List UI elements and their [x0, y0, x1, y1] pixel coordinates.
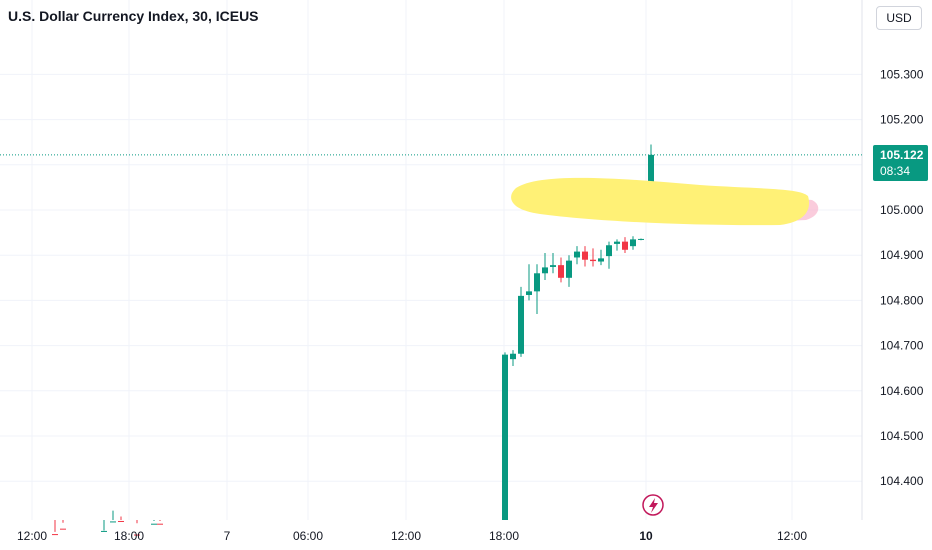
candle-body [590, 259, 596, 262]
x-tick-label: 12:00 [777, 529, 807, 543]
y-tick-label: 104.900 [880, 248, 924, 262]
x-tick-label: 06:00 [293, 529, 323, 543]
x-tick-label: 12:00 [391, 529, 421, 543]
candle-body [60, 528, 66, 530]
candle [622, 237, 628, 253]
candle-body [622, 241, 628, 250]
candle [134, 520, 140, 536]
y-tick-label: 104.400 [880, 474, 924, 488]
x-tick-label: 10 [639, 529, 653, 543]
candle [52, 520, 58, 536]
candle [60, 520, 66, 530]
candle-body [52, 534, 58, 536]
candle [638, 238, 644, 241]
candle-body [542, 267, 548, 274]
candle [558, 257, 564, 283]
highlighter-annotation[interactable] [511, 177, 819, 226]
y-tick-label: 104.800 [880, 293, 924, 307]
lightning-bolt-icon [649, 498, 658, 513]
x-tick-label: 18:00 [489, 529, 519, 543]
candle-body [550, 265, 556, 267]
y-tick-label: 104.600 [880, 384, 924, 398]
y-tick-label: 105.200 [880, 113, 924, 127]
candle [510, 350, 516, 366]
candle-body [598, 258, 604, 262]
candle [614, 239, 620, 251]
candle [118, 516, 124, 522]
candle-body [614, 241, 620, 244]
candle [542, 252, 548, 281]
y-tick-label: 105.000 [880, 203, 924, 217]
candle-body [518, 295, 524, 354]
candle [157, 520, 163, 525]
event-marker[interactable] [642, 494, 664, 516]
candle-body [638, 238, 644, 240]
y-tick-label: 104.500 [880, 429, 924, 443]
candle [526, 264, 532, 301]
y-tick-label: 104.700 [880, 339, 924, 353]
chart-gridlines [0, 0, 863, 520]
candle [566, 255, 572, 287]
candle [151, 520, 157, 525]
y-tick-label: 105.300 [880, 67, 924, 81]
candle [574, 246, 580, 265]
bar-countdown: 08:34 [880, 164, 911, 178]
candle-body [151, 523, 157, 525]
candle-body [134, 534, 140, 536]
candle-body [574, 251, 580, 258]
candle [598, 249, 604, 266]
last-price-value: 105.122 [880, 148, 924, 162]
candle [606, 241, 612, 269]
candle [550, 252, 556, 274]
candle-body [526, 291, 532, 295]
time-axis[interactable]: 12:00 18:00 7 06:00 12:00 18:00 10 12:00 [17, 529, 807, 543]
candles [52, 144, 654, 536]
candle-body [118, 520, 124, 522]
candle-body [157, 523, 163, 525]
x-tick-label: 7 [224, 529, 231, 543]
candle [534, 264, 540, 314]
candle-body [582, 251, 588, 260]
last-price-tag: 105.122 08:34 [873, 145, 928, 181]
candle [630, 236, 636, 250]
chart-title: U.S. Dollar Currency Index, 30, ICEUS [8, 8, 259, 24]
currency-button[interactable]: USD [876, 6, 922, 30]
candle-body [630, 239, 636, 247]
candle-body [502, 354, 508, 520]
candle-body [606, 245, 612, 257]
candle [590, 248, 596, 267]
candle-body [534, 273, 540, 292]
candle [518, 286, 524, 357]
price-axis[interactable]: 104.400 104.500 104.600 104.700 104.800 104.9… [880, 67, 924, 488]
candle-body [648, 154, 654, 183]
candle [582, 246, 588, 267]
candle-body [510, 353, 516, 360]
x-tick-label: 12:00 [17, 529, 47, 543]
candle-body [558, 265, 564, 278]
candle-body [101, 530, 107, 532]
x-tick-label: 18:00 [114, 529, 144, 543]
candle [502, 352, 508, 520]
candle-body [110, 521, 116, 523]
candle [110, 510, 116, 523]
candle [101, 520, 107, 532]
candle-body [566, 260, 572, 278]
